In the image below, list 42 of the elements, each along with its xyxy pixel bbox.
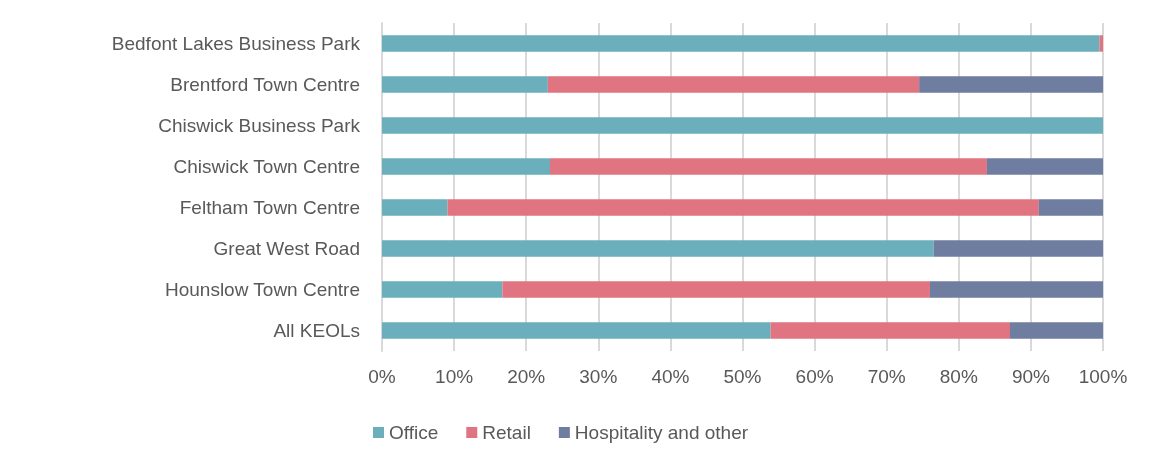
x-tick-label: 90%	[1011, 366, 1051, 387]
bar	[549, 158, 987, 175]
legend-label: Hospitality and other	[574, 422, 749, 443]
y-tick-label: All KEOLs	[273, 320, 360, 341]
y-tick-label: Feltham Town Centre	[179, 197, 360, 218]
bar	[382, 117, 1103, 134]
y-tick-label: Chiswick Town Centre	[173, 156, 360, 177]
y-tick-label: Chiswick Business Park	[158, 115, 361, 136]
bar	[447, 199, 1039, 216]
y-tick-label: Hounslow Town Centre	[164, 279, 360, 300]
bar	[382, 322, 771, 339]
y-tick-label: Brentford Town Centre	[170, 74, 360, 95]
x-tick-label: 60%	[795, 366, 834, 387]
x-tick-label: 50%	[723, 366, 762, 387]
x-tick-label: 10%	[435, 366, 474, 387]
bar	[1009, 322, 1103, 339]
bar	[382, 281, 503, 298]
legend-label: Office	[389, 422, 439, 443]
bar	[382, 199, 448, 216]
bar	[1038, 199, 1103, 216]
x-tick-label: 100%	[1078, 366, 1128, 387]
x-tick-label: 30%	[579, 366, 618, 387]
x-tick-label: 0%	[368, 366, 396, 387]
bar	[919, 76, 1103, 93]
bar	[1099, 35, 1103, 52]
bar	[986, 158, 1103, 175]
x-tick-label: 80%	[939, 366, 978, 387]
x-tick-label: 40%	[651, 366, 690, 387]
y-tick-label: Great West Road	[213, 238, 360, 259]
legend-label: Retail	[482, 422, 531, 443]
y-tick-label: Bedfont Lakes Business Park	[111, 33, 361, 54]
x-tick-label: 20%	[507, 366, 546, 387]
bar	[502, 281, 930, 298]
bar	[770, 322, 1010, 339]
bar	[382, 158, 550, 175]
x-tick-label: 70%	[867, 366, 906, 387]
bar	[382, 76, 548, 93]
bar	[929, 281, 1103, 298]
bar	[547, 76, 920, 93]
bar	[382, 240, 934, 257]
bar	[933, 240, 1103, 257]
bar	[382, 35, 1100, 52]
